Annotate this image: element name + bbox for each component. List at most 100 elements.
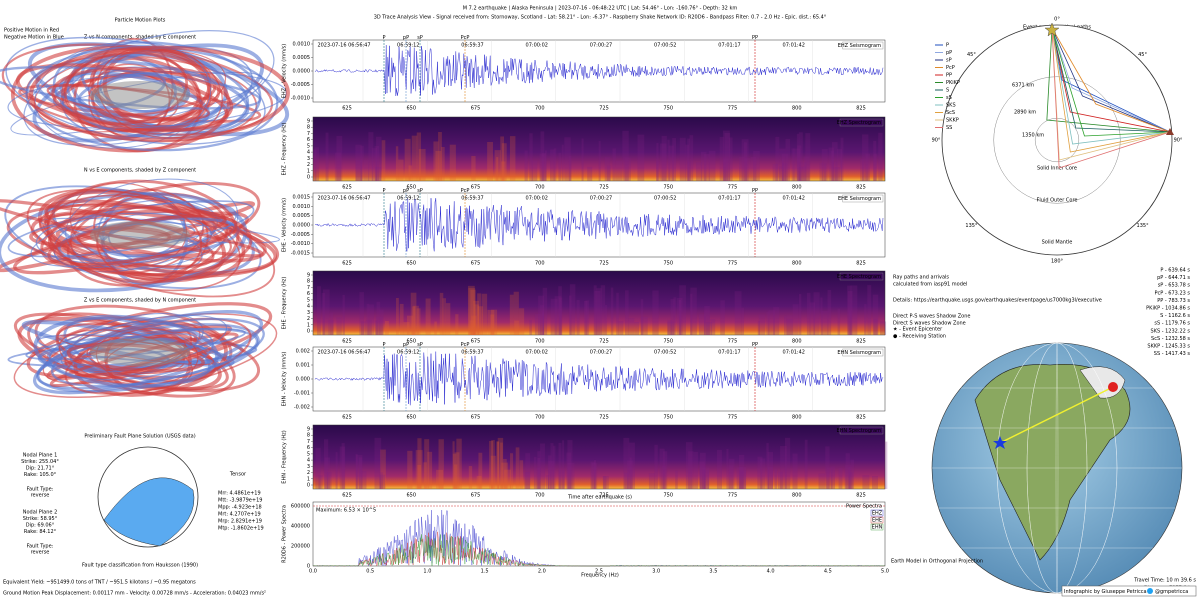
spectrogram-texture <box>700 464 706 489</box>
spectrogram-texture <box>772 163 778 181</box>
y-tick-label: 6 <box>307 445 310 451</box>
tensor-value: Mtp: -1.8602e+19 <box>218 526 264 532</box>
spectrogram-texture <box>593 459 597 489</box>
phase-label: P <box>382 35 385 41</box>
spectrogram-texture <box>872 476 878 489</box>
spectrogram-texture <box>368 304 374 335</box>
spectrogram-texture <box>318 475 323 489</box>
spectrogram-texture <box>379 309 384 335</box>
spectrogram-texture <box>481 293 488 335</box>
fault-type: reverse <box>31 550 50 556</box>
social-icon <box>1147 588 1153 594</box>
spectrogram-texture <box>363 159 370 181</box>
spectrogram-texture <box>477 293 482 335</box>
spectrogram-texture <box>860 158 865 181</box>
spectrogram-texture <box>780 445 787 489</box>
spectrogram-texture <box>336 317 342 335</box>
great-circle <box>999 386 1114 444</box>
angle-label: 90° <box>932 138 941 144</box>
y-tick-label: 1 <box>307 322 310 328</box>
time-label: 2023-07-16 06:56:47 <box>317 43 370 49</box>
spectrogram-texture <box>442 298 446 335</box>
phase-label: P <box>382 188 385 194</box>
spectrogram-texture <box>396 297 399 335</box>
spectrogram-texture <box>615 160 623 181</box>
y-tick-label: 3 <box>307 464 310 470</box>
spectrogram-texture <box>438 131 442 181</box>
spectrogram-texture <box>700 151 707 181</box>
spectrogram-texture <box>540 305 545 335</box>
phase-label: P <box>382 342 385 348</box>
spectrogram-texture <box>723 158 729 181</box>
x-tick-label: 650 <box>406 415 416 421</box>
spectrogram-texture <box>661 465 667 489</box>
spectrogram-texture <box>806 292 811 335</box>
spectrogram-texture <box>598 141 601 181</box>
spectrogram-texture <box>847 291 853 335</box>
spectrogram-texture <box>438 439 444 489</box>
spectrogram-texture <box>850 285 858 335</box>
spectrogram-texture <box>529 133 533 181</box>
spectrogram-texture <box>802 165 806 181</box>
spectrogram-texture <box>406 315 414 335</box>
spectrogram-texture <box>404 138 411 181</box>
spectrogram-texture <box>656 161 660 181</box>
spectrogram-texture <box>335 452 338 489</box>
epicenter <box>993 436 1007 449</box>
legend-box <box>870 516 884 524</box>
phase-label: sP <box>417 188 423 194</box>
x-tick-label: 800 <box>792 261 802 267</box>
spectrogram-texture <box>491 440 495 489</box>
spectrogram-texture <box>518 308 525 335</box>
y-tick-label: 8 <box>307 125 310 131</box>
y-tick-label: 400000 <box>291 524 310 530</box>
spectrogram-texture <box>515 447 520 489</box>
nodal-heading: Nodal Plane 1 <box>23 453 58 459</box>
spectrogram-texture <box>469 320 476 335</box>
spectrogram-texture <box>809 302 816 335</box>
y-tick-label: 0 <box>307 564 310 570</box>
spectrogram-texture <box>679 137 686 181</box>
angle-label: 0° <box>1054 17 1060 23</box>
spectrogram-texture <box>412 306 416 335</box>
spectrogram-texture <box>564 137 571 181</box>
x-tick-label: 4.0 <box>767 569 775 575</box>
y-tick-label: 0.000 <box>296 377 310 383</box>
legend-label: EHE Spectrogram <box>837 274 881 280</box>
y-tick-label: 0.0005 <box>293 55 311 61</box>
x-tick-label: 625 <box>342 415 352 421</box>
y-tick-label: 3 <box>307 156 310 162</box>
spectrogram-texture <box>719 137 724 181</box>
arrival-time: PP - 783.73 s <box>1157 298 1190 304</box>
spectrogram-texture <box>690 293 693 335</box>
spectrogram-texture <box>487 309 495 335</box>
spectrogram-texture <box>494 150 501 181</box>
legend-box <box>839 272 884 281</box>
y-tick-label: 1 <box>307 476 310 482</box>
spectrogram-texture <box>441 146 445 181</box>
legend-label: EHN <box>872 525 883 531</box>
spectrogram-texture <box>616 292 619 335</box>
trajectory <box>26 188 276 298</box>
spectrogram-texture <box>477 306 483 335</box>
legend-label: sP <box>946 58 952 64</box>
spectrogram-texture <box>675 470 678 489</box>
spectrogram-texture <box>862 134 869 181</box>
y-tick-label: 0.001 <box>296 363 310 369</box>
y-tick-label: 2 <box>307 162 310 168</box>
spectrogram-texture <box>548 461 555 489</box>
x-tick-label: 700 <box>535 185 545 191</box>
spectrogram-texture <box>545 475 550 489</box>
spectrogram-texture <box>576 299 580 335</box>
fault-note: Fault type classification from Hauksson … <box>82 563 198 569</box>
spectrogram-texture <box>533 456 537 489</box>
spectrogram-texture <box>703 310 710 335</box>
spectrogram-texture <box>536 467 541 489</box>
spectrogram-texture <box>699 461 705 489</box>
y-tick-label: 9 <box>307 273 310 279</box>
spectrogram-texture <box>698 314 706 335</box>
x-tick-label: 800 <box>792 493 802 499</box>
legend-positive: Positive Motion in Red <box>4 28 59 34</box>
arrival-time: pP - 644.71 s <box>1157 275 1190 281</box>
spectrogram-texture <box>803 156 810 181</box>
